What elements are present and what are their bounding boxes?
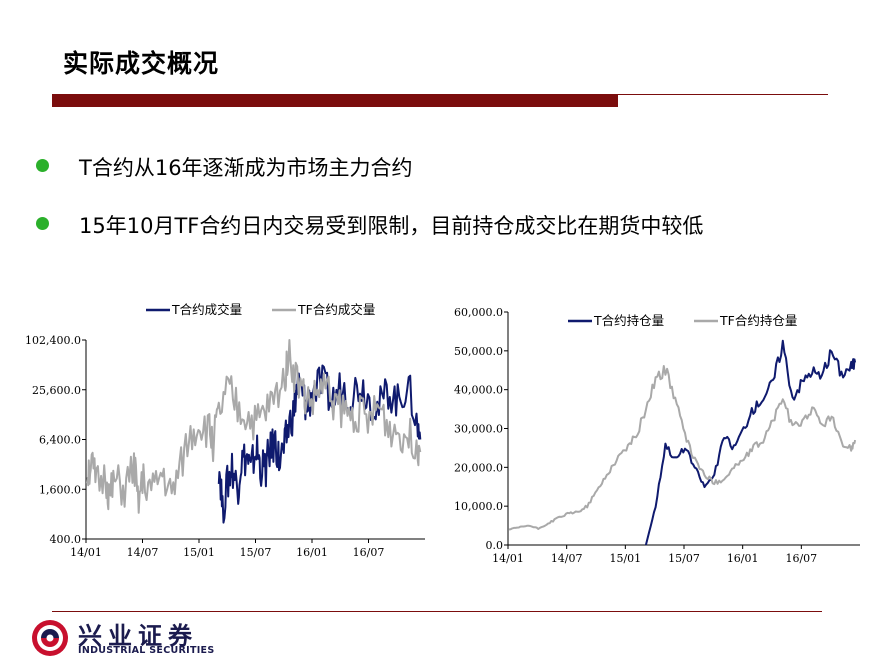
x-tick-label: 16/01	[727, 552, 759, 565]
volume-chart: 400.0 1,600.0 6,400.0 25,600.0 102,400.0 14/0…	[25, 302, 425, 559]
x-tick-label: 14/01	[492, 552, 524, 565]
y-tick-label: 30,000.0	[454, 423, 503, 436]
bullet-dot-icon	[36, 159, 49, 172]
x-tick-label: 15/07	[240, 546, 272, 559]
series-line-tf	[85, 339, 422, 514]
y-tick-label: 60,000.0	[454, 306, 503, 319]
x-tick-label: 16/01	[296, 546, 328, 559]
legend-label-t: T合约成交量	[171, 302, 242, 317]
legend-label-tf: TF合约成交量	[297, 302, 375, 317]
bullet-text: T合约从16年逐渐成为市场主力合约	[79, 156, 413, 180]
logo-english-text: INDUSTRIAL SECURITIES	[78, 645, 215, 656]
open-interest-chart: 0.0 10,000.0 20,000.0 30,000.0 40,000.0 50,00…	[454, 306, 860, 565]
x-tick-label: 15/01	[183, 546, 215, 559]
bullet-dot-icon	[36, 217, 49, 230]
x-tick-label: 15/07	[668, 552, 700, 565]
y-tick-label: 10,000.0	[454, 500, 503, 513]
x-tick-label: 14/07	[551, 552, 583, 565]
y-tick-label: 400.0	[50, 533, 82, 546]
legend-label-t: T合约持仓量	[593, 313, 664, 328]
logo-chinese-text: 兴业证券	[78, 621, 198, 650]
x-tick-label: 14/01	[70, 546, 102, 559]
legend-label-tf: TF合约持仓量	[719, 313, 797, 328]
slide-title: 实际成交概况	[63, 49, 220, 78]
y-tick-label: 1,600.0	[39, 483, 81, 496]
y-tick-label: 50,000.0	[454, 345, 503, 358]
y-tick-label: 6,400.0	[39, 434, 81, 447]
bullet-item-2: 15年10月TF合约日内交易受到限制，目前持仓成交比在期货中较低	[36, 210, 836, 240]
series-line-t	[217, 364, 422, 524]
x-tick-label: 16/07	[353, 546, 385, 559]
y-tick-label: 20,000.0	[454, 461, 503, 474]
bullet-item-1: T合约从16年逐渐成为市场主力合约	[36, 152, 836, 182]
y-tick-label: 25,600.0	[32, 384, 81, 397]
y-tick-label: 0.0	[486, 539, 504, 552]
y-tick-label: 40,000.0	[454, 384, 503, 397]
x-tick-label: 14/07	[127, 546, 159, 559]
title-underline-bar	[52, 94, 618, 107]
logo-mark-icon	[32, 620, 68, 656]
x-tick-label: 15/01	[609, 552, 641, 565]
x-tick-label: 16/07	[785, 552, 817, 565]
series-line-tf	[508, 365, 857, 531]
y-tick-label: 102,400.0	[25, 334, 81, 347]
company-logo: 兴业证券 INDUSTRIAL SECURITIES	[30, 616, 240, 658]
title-underline-thin	[618, 94, 828, 95]
footer-divider	[52, 611, 822, 612]
series-line-t	[644, 339, 857, 546]
bullet-text: 15年10月TF合约日内交易受到限制，目前持仓成交比在期货中较低	[79, 214, 704, 238]
